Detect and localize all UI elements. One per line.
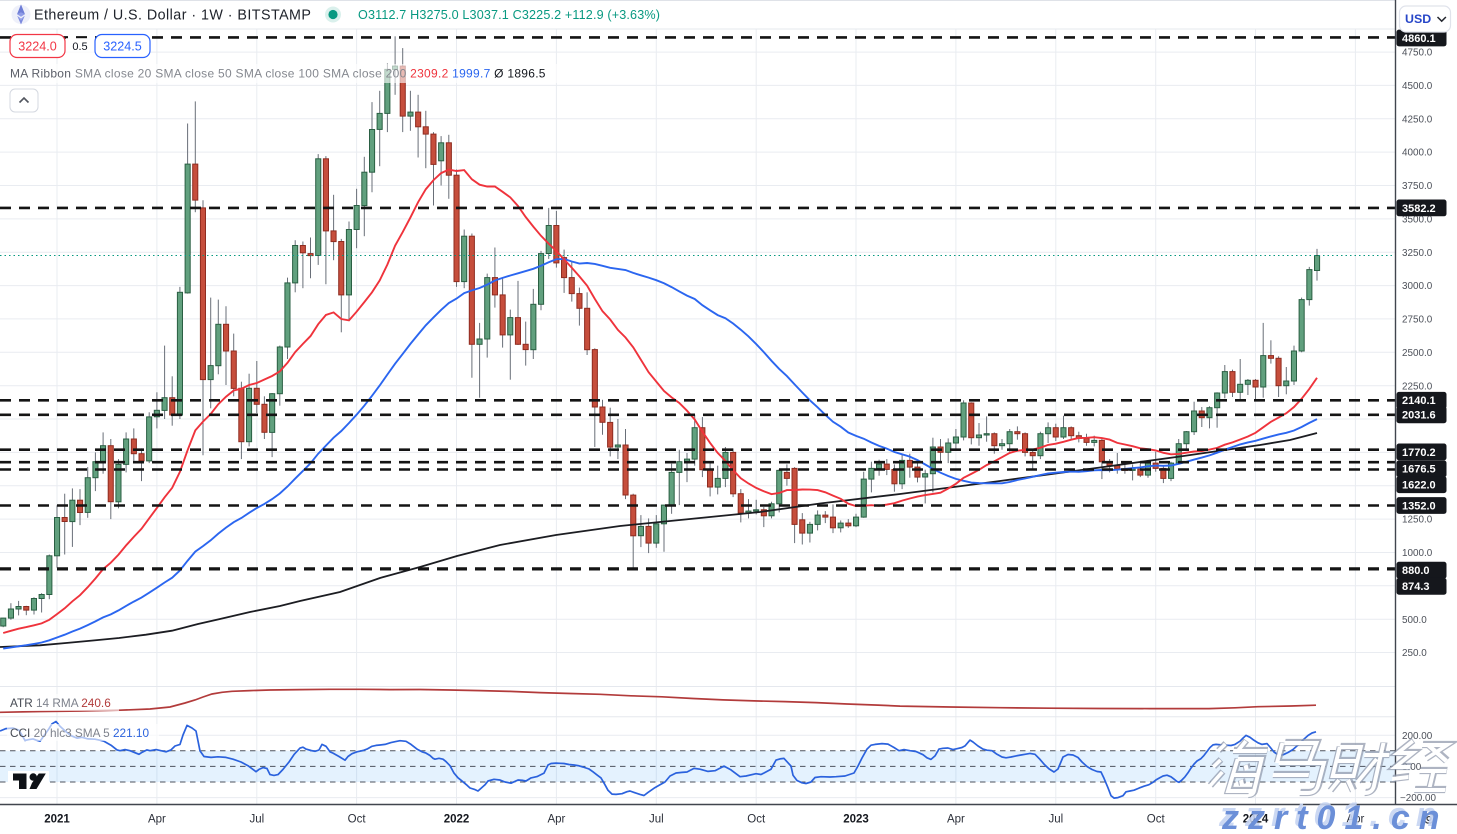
svg-text:3224.0: 3224.0 xyxy=(18,40,57,54)
svg-text:Oct: Oct xyxy=(1147,814,1166,826)
svg-text:880.0: 880.0 xyxy=(1402,565,1430,577)
svg-text:2500.0: 2500.0 xyxy=(1402,348,1433,359)
svg-text:Jul: Jul xyxy=(1048,814,1063,826)
svg-text:2023: 2023 xyxy=(843,814,869,826)
svg-text:4860.1: 4860.1 xyxy=(1402,33,1436,45)
svg-text:Jul: Jul xyxy=(249,814,264,826)
svg-text:3000.0: 3000.0 xyxy=(1402,281,1433,292)
svg-text:Apr: Apr xyxy=(547,814,565,826)
svg-text:USD: USD xyxy=(1405,12,1431,26)
svg-text:Apr: Apr xyxy=(1346,814,1364,826)
svg-text:Jul: Jul xyxy=(649,814,664,826)
svg-text:2031.6: 2031.6 xyxy=(1402,410,1436,422)
svg-text:2250.0: 2250.0 xyxy=(1402,381,1433,392)
svg-text:1622.0: 1622.0 xyxy=(1402,480,1436,492)
svg-text:3500.0: 3500.0 xyxy=(1402,215,1433,226)
svg-text:ATR 14 RMA 240.6: ATR 14 RMA 240.6 xyxy=(10,696,111,710)
svg-text:2021: 2021 xyxy=(44,814,70,826)
svg-text:Oct: Oct xyxy=(348,814,367,826)
svg-text:1770.2: 1770.2 xyxy=(1402,447,1436,459)
svg-text:0.00: 0.00 xyxy=(1402,762,1422,773)
svg-text:2024: 2024 xyxy=(1243,814,1269,826)
svg-text:CCI 20 hlc3 SMA 5 221.10: CCI 20 hlc3 SMA 5 221.10 xyxy=(10,726,149,740)
svg-text:3250.0: 3250.0 xyxy=(1402,248,1433,259)
svg-text:O3112.7 H3275.0 L3037.1 C3225.: O3112.7 H3275.0 L3037.1 C3225.2 +112.9 (… xyxy=(358,8,660,22)
svg-text:3750.0: 3750.0 xyxy=(1402,181,1433,192)
svg-text:1352.0: 1352.0 xyxy=(1402,500,1436,512)
svg-text:3582.2: 3582.2 xyxy=(1402,203,1436,215)
svg-text:250.0: 250.0 xyxy=(1402,648,1427,659)
svg-text:Apr: Apr xyxy=(947,814,965,826)
svg-text:zzrt01.cn: zzrt01.cn xyxy=(1218,796,1446,834)
svg-text:0.5: 0.5 xyxy=(72,41,87,53)
svg-text:1000.0: 1000.0 xyxy=(1402,548,1433,559)
svg-text:874.3: 874.3 xyxy=(1402,581,1430,593)
svg-text:200.00: 200.00 xyxy=(1402,731,1433,742)
svg-text:2022: 2022 xyxy=(444,814,470,826)
svg-text:4500.0: 4500.0 xyxy=(1402,81,1433,92)
svg-text:3224.5: 3224.5 xyxy=(103,40,142,54)
svg-text:4750.0: 4750.0 xyxy=(1402,48,1433,59)
svg-text:2750.0: 2750.0 xyxy=(1402,315,1433,326)
svg-text:4250.0: 4250.0 xyxy=(1402,114,1433,125)
svg-text:Ethereum / U.S. Dollar · 1W ·: Ethereum / U.S. Dollar · 1W · BITSTAMP xyxy=(34,8,311,24)
svg-text:500.0: 500.0 xyxy=(1402,615,1427,626)
svg-text:zzrt01.cn: zzrt01.cn xyxy=(1221,799,1449,834)
svg-text:MA Ribbon SMA close 20 SMA clo: MA Ribbon SMA close 20 SMA close 50 SMA … xyxy=(10,67,546,81)
svg-text:2140.1: 2140.1 xyxy=(1402,395,1436,407)
svg-text:1676.5: 1676.5 xyxy=(1402,464,1436,476)
svg-text:Oct: Oct xyxy=(747,814,766,826)
svg-text:4000.0: 4000.0 xyxy=(1402,148,1433,159)
svg-text:Apr: Apr xyxy=(148,814,166,826)
svg-text:1250.0: 1250.0 xyxy=(1402,515,1433,526)
svg-text:−200.00: −200.00 xyxy=(1400,793,1436,804)
